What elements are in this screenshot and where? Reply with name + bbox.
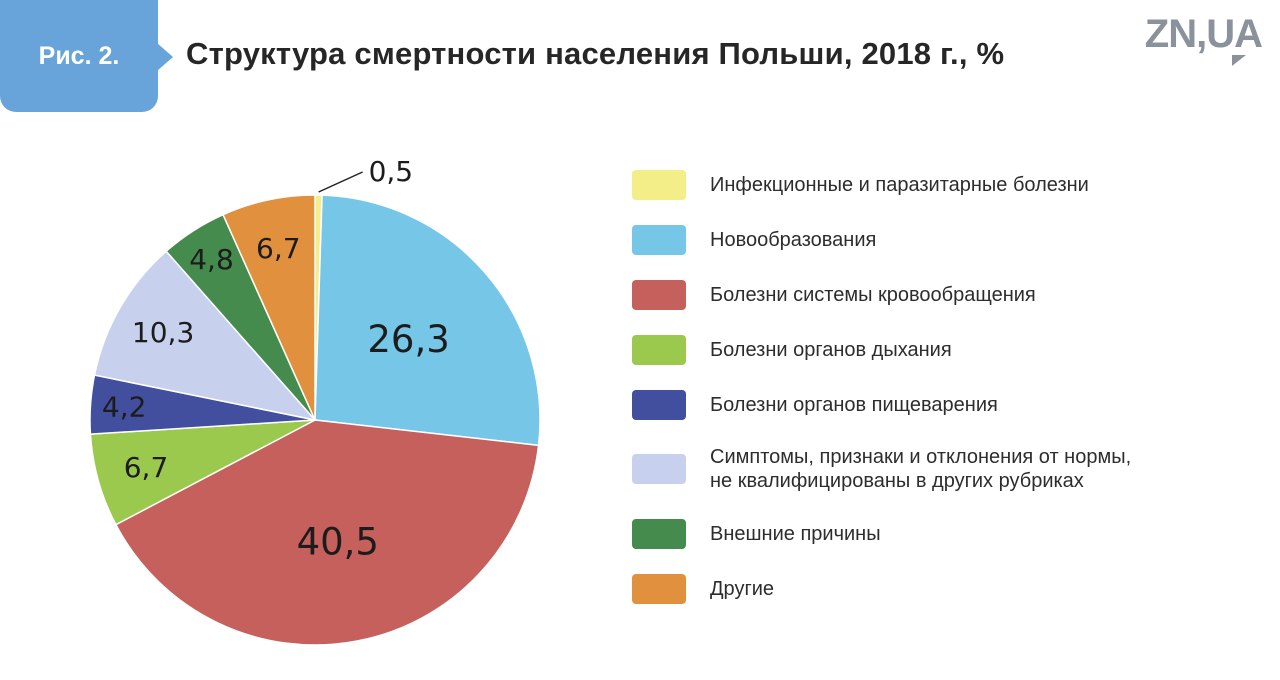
znua-logo-text: ZN,UA (1144, 12, 1263, 56)
figure-badge-label: Рис. 2. (38, 41, 120, 70)
slice-value-label: 6,7 (256, 232, 301, 265)
legend-swatch (632, 335, 686, 365)
legend-swatch (632, 225, 686, 255)
chart-title: Структура смертности населения Польши, 2… (186, 36, 1005, 71)
legend-label: Другие (710, 577, 775, 600)
pie-slice-3 (114, 419, 540, 646)
slice-value-label: 26,3 (367, 318, 449, 361)
legend-item: Симптомы, признаки и отклонения от нормы… (632, 445, 1252, 494)
legend-swatch (632, 573, 686, 604)
legend-item: Болезни системы кровообращения (632, 280, 1252, 310)
legend-label: Инфекционные и паразитарные болезни (710, 173, 1089, 196)
pie-svg: 0,5 26,3 40,5 6,7 4,2 10,3 4,8 6,7 (89, 155, 541, 646)
legend-label: Внешние причины (710, 522, 881, 545)
slice-value-label: 10,3 (132, 316, 194, 349)
slice-value-label: 40,5 (297, 521, 379, 564)
legend-item: Внешние причины (632, 518, 1252, 549)
slice-value-label: 4,8 (189, 243, 234, 276)
pie-slice-6 (93, 250, 318, 422)
legend-swatch (632, 454, 686, 485)
legend-item: Болезни органов дыхания (632, 335, 1252, 365)
legend-item: Другие (632, 573, 1252, 604)
legend-item: Новообразования (632, 225, 1252, 255)
pie-chart: 0,5 26,3 40,5 6,7 4,2 10,3 4,8 6,7 (55, 135, 575, 655)
legend-swatch (632, 390, 686, 420)
legend-swatch (632, 170, 686, 200)
legend: Инфекционные и паразитарные болезни Новоо… (632, 170, 1252, 629)
slice-value-label: 6,7 (124, 451, 169, 484)
pie-slice-8 (222, 194, 316, 421)
legend-label: Болезни органов дыхания (710, 338, 952, 361)
legend-swatch (632, 280, 686, 310)
slice-value-label: 0,5 (369, 155, 414, 188)
legend-swatch (632, 518, 686, 549)
slice-value-label: 4,2 (102, 391, 147, 424)
legend-label: Болезни органов пищеварения (710, 393, 998, 416)
znua-logo: ZN,UA (1144, 12, 1263, 66)
legend-label: Симптомы, признаки и отклонения от нормы… (710, 446, 1132, 493)
figure-badge: Рис. 2. (0, 0, 173, 112)
legend-label: Болезни системы кровообращения (710, 283, 1036, 306)
pie-slice-2 (314, 194, 541, 447)
leader-line (318, 171, 363, 193)
legend-item: Болезни органов пищеварения (632, 390, 1252, 420)
legend-label: Новообразования (710, 228, 877, 251)
legend-item: Инфекционные и паразитарные болезни (632, 170, 1252, 200)
